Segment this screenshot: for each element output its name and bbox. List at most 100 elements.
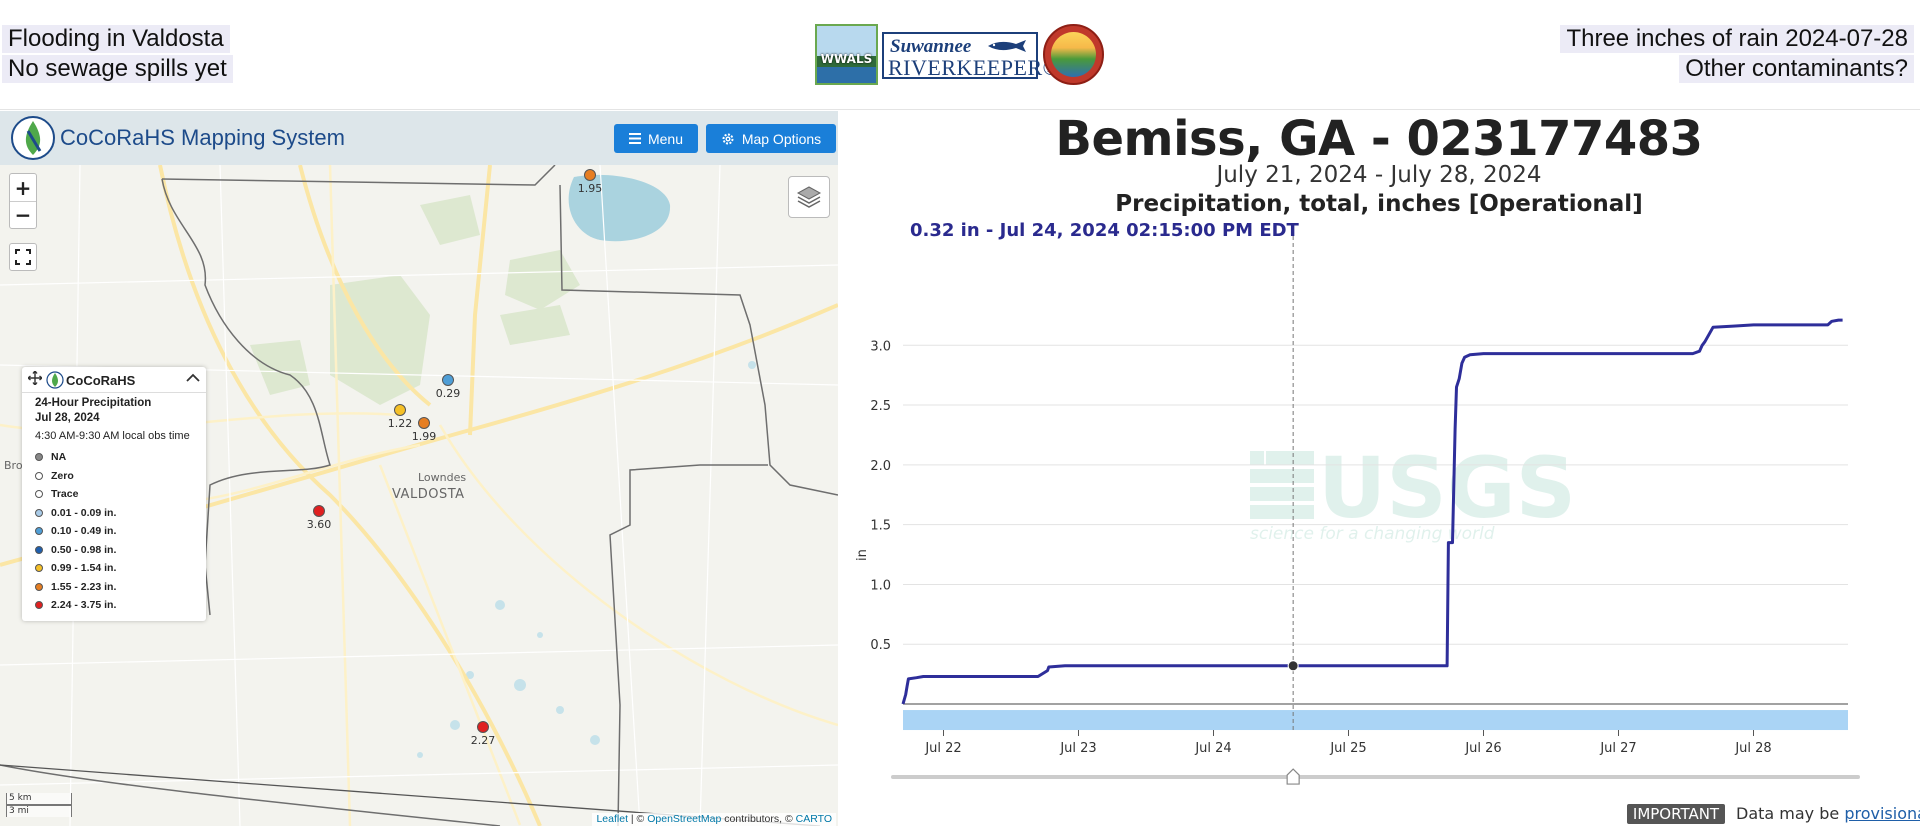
riverkeeper-logo-bottom: RIVERKEEPER® xyxy=(888,55,1060,80)
place-label-partial: Bro xyxy=(4,459,23,472)
legend-item-label: 0.99 - 1.54 in. xyxy=(51,562,117,575)
map-options-button-label: Map Options xyxy=(741,130,822,147)
grid-lines xyxy=(903,344,1848,645)
caption-sewage: No sewage spills yet xyxy=(2,55,233,83)
site-title: Bemiss, GA - 023177483 xyxy=(1055,111,1703,167)
x-tick-label: Jul 26 xyxy=(1464,741,1501,756)
x-tick-label: Jul 22 xyxy=(924,741,961,756)
x-tick-label: Jul 24 xyxy=(1194,741,1231,756)
precipitation-chart[interactable]: USGS science for a changing world 0.5 1.0… xyxy=(838,111,1920,826)
y-tick-label: 1.5 xyxy=(870,519,891,534)
scale-bar: 5 km 3 mi xyxy=(6,793,72,817)
usgs-chart-panel: Bemiss, GA - 023177483 July 21, 2024 - J… xyxy=(838,111,1920,826)
legend-date: Jul 28, 2024 xyxy=(35,412,100,424)
x-tick-label: Jul 25 xyxy=(1329,741,1366,756)
y-tick-label: 0.5 xyxy=(870,638,891,653)
y-axis-label: in xyxy=(855,549,870,561)
zoom-in-button[interactable]: + xyxy=(14,175,32,200)
fish-icon xyxy=(988,40,1026,52)
legend-item-label: Trace xyxy=(51,488,79,501)
legend-item-label: NA xyxy=(51,451,67,464)
legend-item: 0.50 - 0.98 in. xyxy=(35,541,116,560)
layers-button[interactable] xyxy=(788,176,830,218)
legend-item-label: 0.01 - 0.09 in. xyxy=(51,506,117,519)
legend-title: 24-Hour Precipitation xyxy=(35,397,152,409)
map-header: CoCoRaHS Mapping System Menu Map Options xyxy=(0,111,838,165)
station-value-label: 3.60 xyxy=(306,518,332,531)
caption-flooding: Flooding in Valdosta xyxy=(2,25,230,53)
scale-km: 5 km xyxy=(6,793,72,805)
move-icon[interactable] xyxy=(28,371,42,385)
provisional-link[interactable]: provisional xyxy=(1844,804,1920,823)
legend-swatch xyxy=(35,545,43,554)
parameter-title: Precipitation, total, inches [Operationa… xyxy=(1115,191,1643,217)
legend-swatch xyxy=(35,471,43,480)
gear-icon xyxy=(722,133,734,144)
station-marker[interactable] xyxy=(477,721,489,733)
legend-item: Trace xyxy=(35,485,116,504)
map-title: CoCoRaHS Mapping System xyxy=(60,125,345,150)
y-tick-label: 3.0 xyxy=(870,339,891,354)
carto-link[interactable]: CARTO xyxy=(795,813,832,825)
station-value-label: 1.95 xyxy=(577,182,603,195)
provisional-note-prefix: Data may be xyxy=(1736,804,1845,823)
legend-brand: CoCoRaHS xyxy=(66,373,136,388)
precipitation-legend: CoCoRaHS 24-Hour Precipitation Jul 28, 2… xyxy=(22,367,206,621)
cocorahs-small-logo-icon xyxy=(46,371,64,389)
chevron-up-icon[interactable] xyxy=(186,373,200,383)
station-marker[interactable] xyxy=(394,404,406,416)
fullscreen-button[interactable] xyxy=(9,243,37,271)
legend-item: Zero xyxy=(35,467,116,486)
cocorahs-map-app: CoCoRaHS Mapping System Menu Map Options xyxy=(0,111,838,826)
station-marker[interactable] xyxy=(313,505,325,517)
station-marker[interactable] xyxy=(442,374,454,386)
x-tick-label: Jul 28 xyxy=(1734,741,1771,756)
leaflet-link[interactable]: Leaflet xyxy=(596,813,628,825)
menu-button-label: Menu xyxy=(647,130,684,147)
caption-contaminants: Other contaminants? xyxy=(1679,55,1914,83)
legend-item-label: 2.24 - 3.75 in. xyxy=(51,599,117,612)
place-label-lowndes: Lowndes xyxy=(418,471,467,484)
station-value-label: 1.22 xyxy=(387,417,413,430)
legend-swatch xyxy=(35,508,43,517)
zoom-control: + − xyxy=(9,173,37,229)
top-banner: Flooding in Valdosta No sewage spills ye… xyxy=(0,0,1920,110)
station-marker[interactable] xyxy=(418,417,430,429)
important-badge[interactable]: IMPORTANT xyxy=(1627,804,1725,824)
x-tick-labels: Jul 22 Jul 23 Jul 24 Jul 25 Jul 26 Jul 27 Jul … xyxy=(924,730,1772,756)
little-river-logo xyxy=(1043,24,1104,85)
station-marker[interactable] xyxy=(584,169,596,181)
series-line-precipitation xyxy=(901,318,1843,705)
legend-item: 0.99 - 1.54 in. xyxy=(35,559,116,578)
data-availability-band xyxy=(903,710,1848,731)
wwals-logo: WWALS xyxy=(815,24,878,85)
usgs-watermark: USGS science for a changing world xyxy=(1250,439,1576,544)
time-slider-handle[interactable] xyxy=(1286,768,1300,785)
legend-item: 2.24 - 3.75 in. xyxy=(35,596,116,615)
legend-swatch xyxy=(35,453,43,462)
y-tick-label: 2.5 xyxy=(870,399,891,414)
y-tick-label: 2.0 xyxy=(870,459,891,474)
legend-swatch xyxy=(35,527,43,536)
legend-swatch xyxy=(35,564,43,573)
legend-swatch xyxy=(35,601,43,610)
fullscreen-icon xyxy=(15,249,31,265)
legend-item-label: 0.50 - 0.98 in. xyxy=(51,543,117,556)
legend-header: CoCoRaHS xyxy=(22,367,206,393)
caption-rain: Three inches of rain 2024-07-28 xyxy=(1560,25,1914,53)
hover-tooltip: 0.32 in - Jul 24, 2024 02:15:00 PM EDT xyxy=(910,220,1299,241)
date-range: July 21, 2024 - July 28, 2024 xyxy=(1216,162,1542,188)
legend-item: 0.10 - 0.49 in. xyxy=(35,522,116,541)
legend-swatch xyxy=(35,490,43,499)
legend-items: NA Zero Trace 0.01 - 0.09 in. 0.10 - 0.49 in… xyxy=(35,448,116,615)
legend-item: 1.55 - 2.23 in. xyxy=(35,578,116,597)
menu-button[interactable]: Menu xyxy=(614,124,698,153)
osm-link[interactable]: OpenStreetMap xyxy=(647,813,722,825)
watermark-logo-text: USGS xyxy=(1318,439,1576,537)
map-options-button[interactable]: Map Options xyxy=(706,124,836,153)
scale-mi: 3 mi xyxy=(6,805,72,817)
zoom-out-button[interactable]: − xyxy=(10,201,36,228)
suwannee-riverkeeper-logo: Suwannee RIVERKEEPER® xyxy=(882,32,1059,80)
y-tick-labels: 0.5 1.0 1.5 2.0 2.5 3.0 xyxy=(870,339,891,653)
attribution-mid: contributors, © xyxy=(721,813,796,825)
